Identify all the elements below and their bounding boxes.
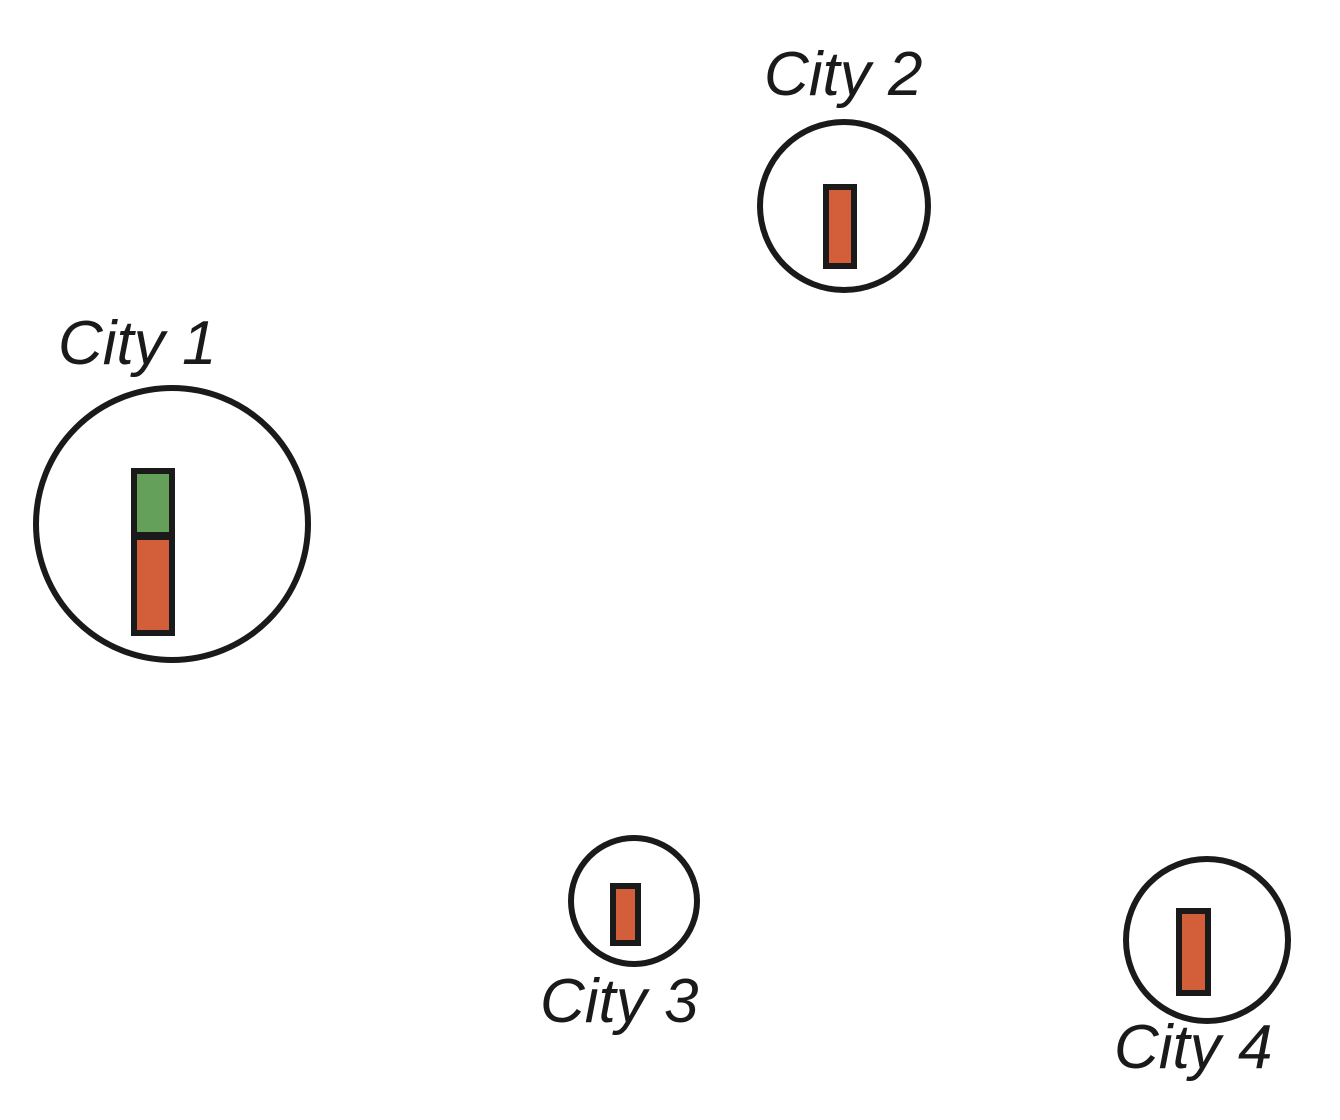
city-3-circle (568, 835, 700, 967)
city-4-red-bar (1176, 908, 1211, 996)
city-1: City 1 (33, 309, 311, 663)
city-4-label: City 4 (1114, 1013, 1272, 1082)
city-1-circle (33, 385, 311, 663)
city-1-label: City 1 (58, 309, 216, 378)
city-1-red-bar (131, 534, 175, 636)
city-4-circle (1123, 856, 1291, 1024)
city-3-label: City 3 (540, 967, 698, 1036)
city-4: City 4 (1114, 856, 1291, 1082)
city-3-red-bar (610, 883, 641, 946)
city-2-circle (757, 119, 931, 293)
city-2-label: City 2 (764, 40, 922, 109)
city-2-red-bar (823, 184, 857, 269)
city-1-green-bar (131, 468, 175, 538)
city-3: City 3 (540, 835, 700, 1036)
city-2: City 2 (757, 40, 931, 293)
